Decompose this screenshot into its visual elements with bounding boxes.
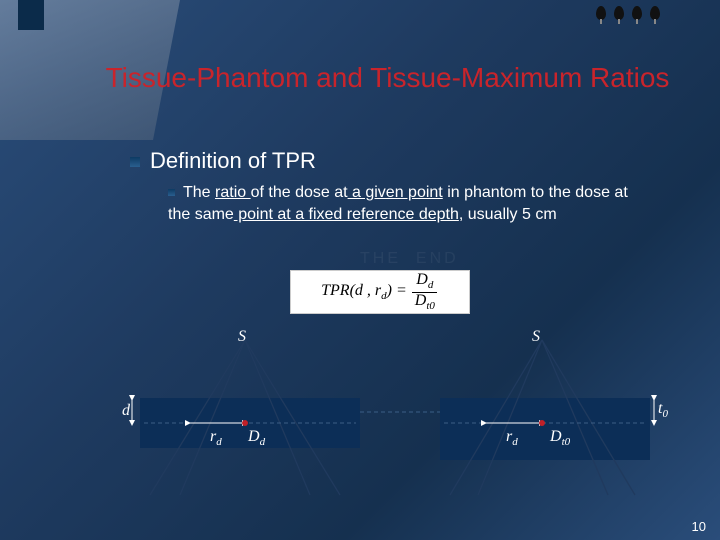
label-Dd: Dd (248, 428, 265, 448)
page-number: 10 (692, 519, 706, 534)
slide-title: Tissue-Phantom and Tissue-Maximum Ratios (95, 62, 680, 94)
accent-bar (18, 0, 44, 30)
bullet-icon (130, 157, 140, 167)
label-Dt0: Dt0 (550, 428, 570, 448)
label-S-left: S (238, 328, 246, 346)
definition-text: The ratio of the dose at a given point i… (168, 182, 640, 225)
label-S-right: S (532, 328, 540, 346)
tpr-formula: TPR(d , rd) = Dd Dt0 (290, 270, 470, 314)
label-t0: t0 (658, 400, 668, 420)
pushpin-decor (596, 6, 660, 20)
watermark: THE END (360, 250, 459, 268)
label-rd-left: rd (210, 428, 222, 448)
label-d: d (122, 402, 130, 420)
section-heading: Definition of TPR (130, 148, 316, 174)
subbullet-icon (168, 189, 175, 196)
label-rd-right: rd (506, 428, 518, 448)
diagram-svg (80, 320, 680, 510)
tpr-diagram: S S d rd Dd rd Dt0 t0 (80, 320, 650, 500)
section-heading-text: Definition of TPR (150, 148, 316, 173)
